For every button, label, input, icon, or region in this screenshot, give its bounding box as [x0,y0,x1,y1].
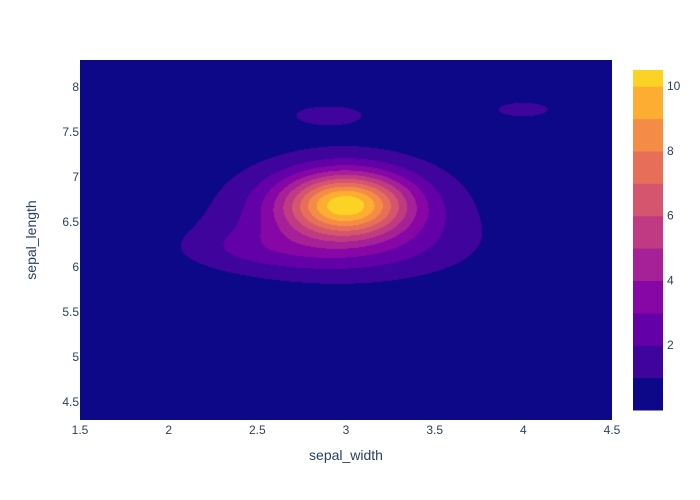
colorbar: 2 4 6 8 10 [633,70,681,411]
colorbar-band [633,345,663,379]
y-tick-label: 6 [72,260,79,274]
x-tick-label: 4 [520,423,527,437]
x-axis-ticks: 1.5 2 2.5 3 3.5 4 4.5 [72,423,621,437]
colorbar-band [633,215,663,249]
colorbar-band [633,150,663,184]
y-tick-label: 7.5 [62,125,79,139]
plot-area [80,60,612,420]
colorbar-tick-label: 2 [667,338,674,352]
colorbar-band [633,312,663,346]
colorbar-tick-label: 4 [667,273,674,287]
colorbar-tick-label: 6 [667,209,674,223]
x-tick-label: 1.5 [72,423,89,437]
y-tick-label: 4.5 [62,395,79,409]
colorbar-band [633,118,663,152]
colorbar-band [633,183,663,217]
colorbar-tick-label: 8 [667,144,674,158]
colorbar-band [633,86,663,120]
x-tick-label: 4.5 [604,423,621,437]
y-axis-ticks: 4.5 5 5.5 6 6.5 7 7.5 8 [62,80,79,409]
y-tick-label: 5 [72,350,79,364]
y-tick-label: 7 [72,170,79,184]
colorbar-band [633,280,663,314]
contour-fill [80,60,612,420]
colorbar-tick-label: 10 [667,79,681,93]
colorbar-band [633,377,663,411]
x-axis-title: sepal_width [309,447,383,463]
y-axis-title: sepal_length [23,200,39,279]
x-tick-label: 2 [165,423,172,437]
colorbar-band [633,248,663,281]
y-tick-label: 8 [72,80,79,94]
x-tick-label: 3 [343,423,350,437]
colorbar-band [633,70,663,87]
x-tick-label: 2.5 [249,423,266,437]
y-tick-label: 5.5 [62,305,79,319]
y-tick-label: 6.5 [62,215,79,229]
x-tick-label: 3.5 [426,423,443,437]
